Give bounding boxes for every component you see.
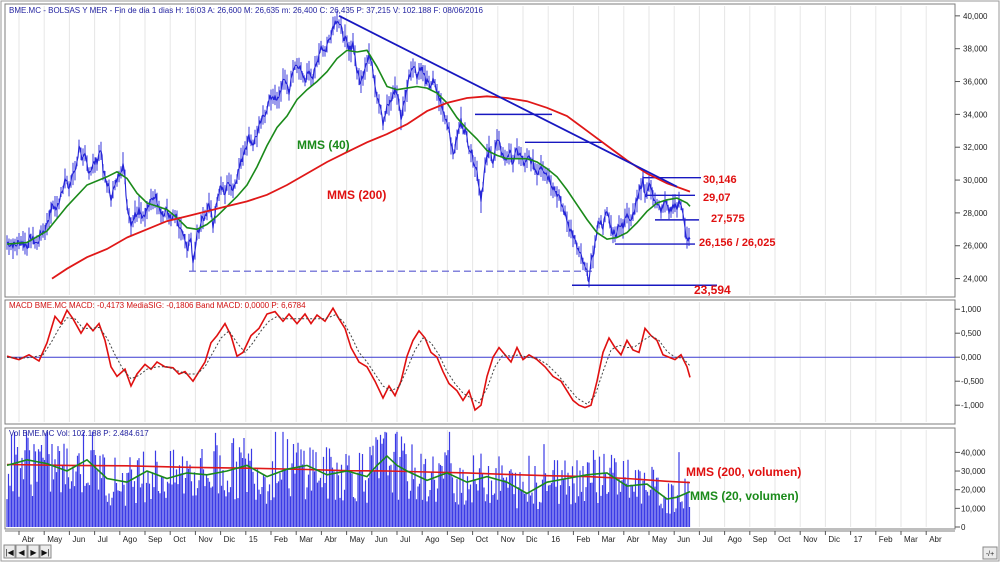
x-tick-label: Mar [904,535,918,544]
label-mms40: MMS (40) [297,138,350,152]
price-panel [4,3,956,298]
x-tick-label: Nov [803,535,817,544]
y-tick-label: 30,000 [961,467,986,476]
label-mms200: MMS (200) [327,188,386,202]
zoom-button[interactable]: -/+ [982,546,998,560]
volume-bars [6,431,691,527]
y-tick-label: 30,000 [963,176,988,185]
x-tick-label: Dic [526,535,538,544]
nav-button-1[interactable]: ◀ [15,544,28,559]
x-tick-label: Nov [198,535,212,544]
x-tick-label: Abr [627,535,640,544]
y-tick-label: -0,500 [961,377,984,386]
x-tick-label: Feb [879,535,893,544]
label-2907: 29,07 [703,192,731,204]
x-tick-label: Jun [375,535,388,544]
downtrend-line [338,15,678,188]
x-tick-label: Feb [576,535,590,544]
x-tick-label: Sep [148,535,163,544]
label-26156: 26,156 / 26,025 [699,237,775,249]
x-tick-label: Dic [828,535,840,544]
nav-button-label: |◀ [5,548,14,557]
x-tick-label: Oct [476,535,489,544]
nav-button-label: ▶| [41,548,49,557]
x-tick-label: Jul [98,535,108,544]
y-tick-label: 24,000 [963,275,988,284]
x-tick-label: Ago [425,535,440,544]
nav-button-label: ▶ [30,548,37,557]
x-tick-label: Abr [929,535,942,544]
label-23594: 23,594 [694,283,731,297]
x-tick-label: Jul [702,535,712,544]
price-header: BME.MC - BOLSAS Y MER - Fin de dia 1 dia… [9,6,483,15]
x-tick-label: Nov [501,535,515,544]
y-tick-label: 0 [961,523,966,532]
nav-button-label: ◀ [18,548,25,557]
nav-button-3[interactable]: ▶| [39,544,52,559]
x-tick-label: Feb [274,535,288,544]
nav-button-2[interactable]: ▶ [27,544,40,559]
x-tick-label: Sep [450,535,465,544]
x-tick-label: Ago [728,535,743,544]
y-tick-label: 36,000 [963,78,988,87]
y-tick-label: -1,000 [961,401,984,410]
x-tick-label: May [350,535,365,544]
nav-button-0[interactable]: |◀ [3,544,16,559]
y-tick-label: 20,000 [961,486,986,495]
x-tick-label: Ago [123,535,138,544]
volume-header: Vol BME.MC Vol: 102.188 P: 2.484.617 [9,429,149,438]
y-tick-label: 0,500 [961,329,982,338]
sma-200-line [51,95,691,280]
x-tick-label: Jun [72,535,85,544]
x-tick-label: Oct [173,535,186,544]
volume-sma-20-line [6,455,691,500]
macd-header: MACD BME.MC MACD: -0,4173 MediaSIG: -0,1… [9,301,306,310]
x-tick-label: 15 [249,535,258,544]
macd-panel [4,299,956,425]
label-vol20: MMS (20, volumen) [690,489,799,503]
y-tick-label: 10,000 [961,504,986,513]
nav-button-bg [39,544,52,559]
x-tick-label: Dic [224,535,236,544]
zoom-button-label: -/+ [986,551,994,558]
x-tick-label: Sep [753,535,768,544]
x-tick-label: Jul [400,535,410,544]
nav-button-bg [27,544,40,559]
label-30146: 30,146 [703,174,737,186]
sma-40-line [6,49,691,245]
y-tick-label: 40,000 [961,448,986,457]
y-tick-label: 40,000 [963,12,988,21]
y-tick-label: 0,000 [961,353,982,362]
x-tick-label: Abr [22,535,35,544]
label-vol200: MMS (200, volumen) [686,465,801,479]
x-tick-label: Mar [602,535,616,544]
nav-button-bg [15,544,28,559]
nav-button-bg [3,544,16,559]
macd-line [6,306,691,412]
x-tick-label: Abr [324,535,337,544]
y-tick-label: 38,000 [963,45,988,54]
label-27575: 27,575 [711,213,745,225]
x-tick-label: May [652,535,667,544]
macd-signal-line [6,314,691,405]
x-tick-label: Jun [677,535,690,544]
x-tick-label: 16 [551,535,560,544]
x-tick-label: Mar [299,535,313,544]
y-tick-label: 32,000 [963,143,988,152]
x-tick-label: 17 [854,535,863,544]
y-tick-label: 28,000 [963,209,988,218]
y-tick-label: 26,000 [963,242,988,251]
x-tick-label: May [47,535,62,544]
y-tick-label: 34,000 [963,110,988,119]
x-tick-label: Oct [778,535,791,544]
y-tick-label: 1,000 [961,305,982,314]
